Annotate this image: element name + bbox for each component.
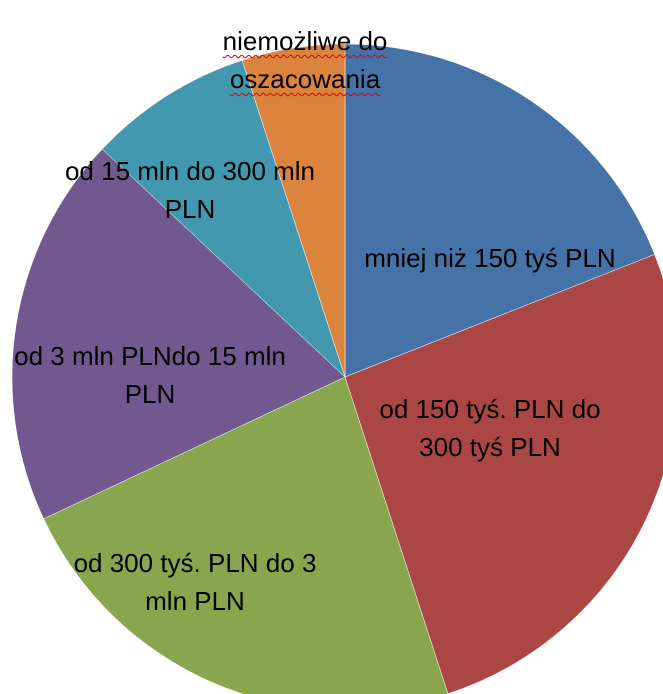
pie-slice — [344, 43, 655, 378]
slice-label: od 15 mln do 300 mln PLN — [64, 156, 316, 224]
slice-label: od 300 tyś. PLN do 3 mln PLN — [73, 548, 317, 616]
pie-slice — [101, 59, 346, 378]
pie-slice — [43, 376, 449, 694]
pie-slice — [241, 43, 346, 378]
pie-slice — [344, 254, 663, 694]
slice-label: od 3 mln PLNdo 15 mln PLN — [14, 341, 286, 409]
slice-label: od 150 tyś. PLN do 300 tyś PLN — [379, 394, 601, 462]
slice-label: mniej niż 150 tyś PLN — [364, 243, 616, 273]
slice-label: niemożliwe do oszacowania — [222, 26, 388, 94]
pie-slice — [11, 148, 346, 520]
